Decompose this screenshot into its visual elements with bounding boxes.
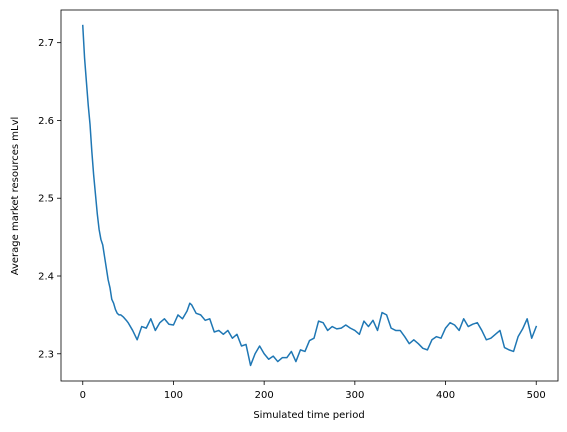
axes-frame <box>60 9 559 382</box>
x-tick-label: 300 <box>345 390 364 401</box>
y-axis-label: Average market resources mLvl <box>10 117 21 276</box>
y-tick-label: 2.5 <box>38 194 54 205</box>
x-tick-label: 0 <box>80 390 86 401</box>
x-tick-label: 500 <box>527 390 546 401</box>
y-tick-label: 2.7 <box>38 38 54 49</box>
x-tick-label: 400 <box>436 390 455 401</box>
y-tick-label: 2.6 <box>38 116 54 127</box>
plot-area: 0 100 200 300 400 500 2.3 2.4 2.5 2.6 2.7 <box>38 9 559 401</box>
series-line-0 <box>81 24 538 367</box>
y-tick-label: 2.4 <box>38 272 54 283</box>
x-tick-label: 100 <box>164 390 183 401</box>
y-tick-label: 2.3 <box>38 349 54 360</box>
x-tick-label: 200 <box>255 390 274 401</box>
x-axis-label: Simulated time period <box>253 410 364 421</box>
